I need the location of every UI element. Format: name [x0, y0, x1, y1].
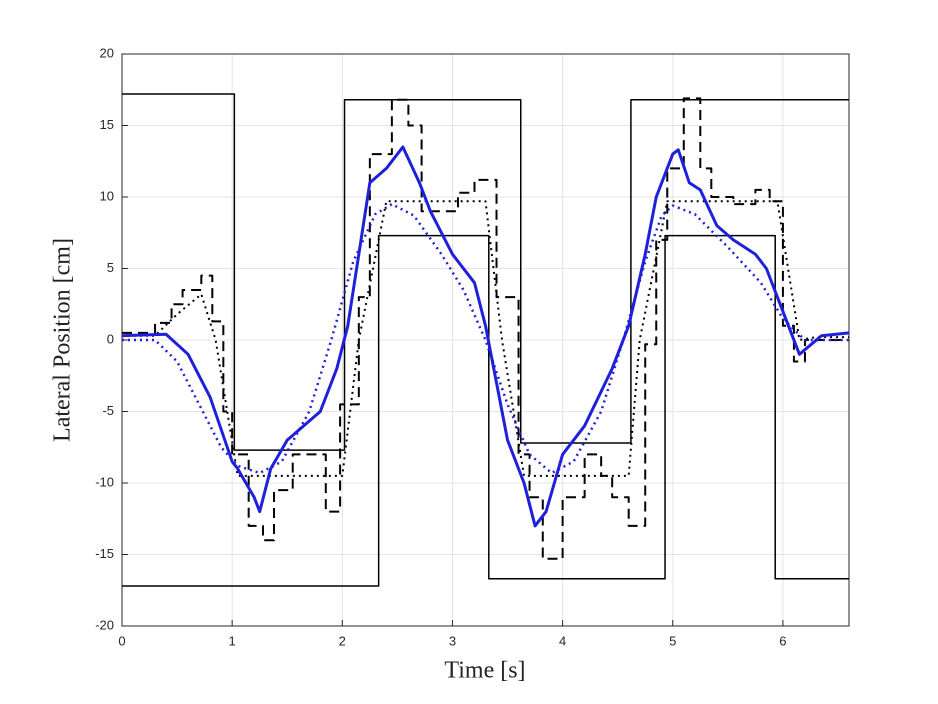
y-tick-label: 15	[100, 117, 114, 132]
x-tick-label: 4	[559, 633, 566, 648]
data-line	[122, 97, 849, 560]
y-tick-label: 5	[107, 260, 114, 275]
y-tick-label: 20	[100, 45, 114, 60]
x-tick-label: 5	[669, 633, 676, 648]
y-tick-label: -10	[95, 474, 114, 489]
y-axis-title: Lateral Position [cm]	[50, 238, 76, 442]
x-axis-title: Time [s]	[444, 658, 525, 684]
x-tick-label: 6	[779, 633, 786, 648]
y-tick-label: 10	[100, 188, 114, 203]
data-line	[122, 200, 849, 477]
y-tick-label: 0	[107, 331, 114, 346]
data-line	[122, 202, 849, 475]
x-tick-label: 2	[339, 633, 346, 648]
x-tick-label: 1	[229, 633, 236, 648]
data-line	[122, 234, 849, 587]
data-line	[122, 93, 849, 451]
y-tick-label: -15	[95, 546, 114, 561]
y-tick-label: -5	[102, 403, 114, 418]
x-tick-label: 3	[449, 633, 456, 648]
x-tick-label: 0	[118, 633, 125, 648]
y-tick-label: -20	[95, 617, 114, 632]
data-line	[121, 145, 850, 528]
